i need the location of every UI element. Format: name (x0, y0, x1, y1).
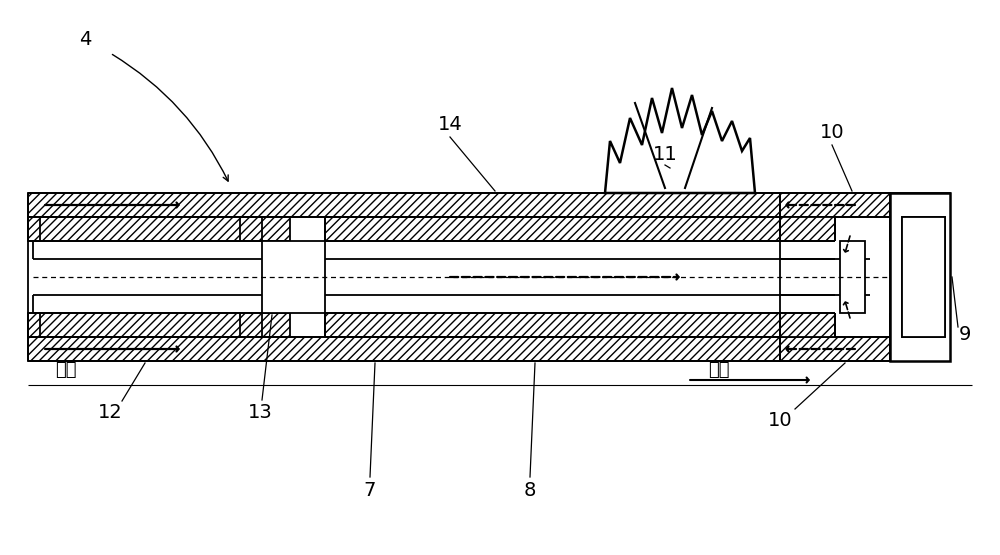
Text: 4: 4 (79, 31, 91, 49)
Bar (840, 241, 865, 313)
Bar (890, 193, 950, 361)
Text: 10: 10 (820, 124, 844, 143)
Text: 9: 9 (959, 325, 971, 345)
Bar (780, 217, 835, 241)
Bar (780, 337, 890, 361)
Text: 11: 11 (653, 145, 677, 164)
Bar (840, 241, 865, 313)
Bar (780, 193, 890, 217)
Bar (902, 217, 945, 337)
Text: 12: 12 (98, 403, 122, 422)
Text: 14: 14 (438, 115, 462, 134)
Text: 7: 7 (364, 481, 376, 500)
Bar (890, 193, 950, 361)
Bar (902, 217, 945, 337)
Bar (902, 217, 945, 337)
Text: 13: 13 (248, 403, 272, 422)
Text: 8: 8 (524, 481, 536, 500)
Bar (262, 241, 325, 313)
Text: 10: 10 (768, 411, 792, 430)
Polygon shape (605, 88, 755, 193)
Bar (325, 313, 780, 337)
Bar (262, 241, 325, 313)
Text: 上游: 上游 (55, 361, 76, 379)
Bar (325, 217, 780, 241)
Text: 下游: 下游 (708, 361, 730, 379)
Bar (28, 193, 780, 217)
Bar (780, 313, 835, 337)
Bar (835, 241, 890, 313)
Bar (28, 217, 290, 241)
Bar (28, 313, 290, 337)
Bar (28, 337, 780, 361)
